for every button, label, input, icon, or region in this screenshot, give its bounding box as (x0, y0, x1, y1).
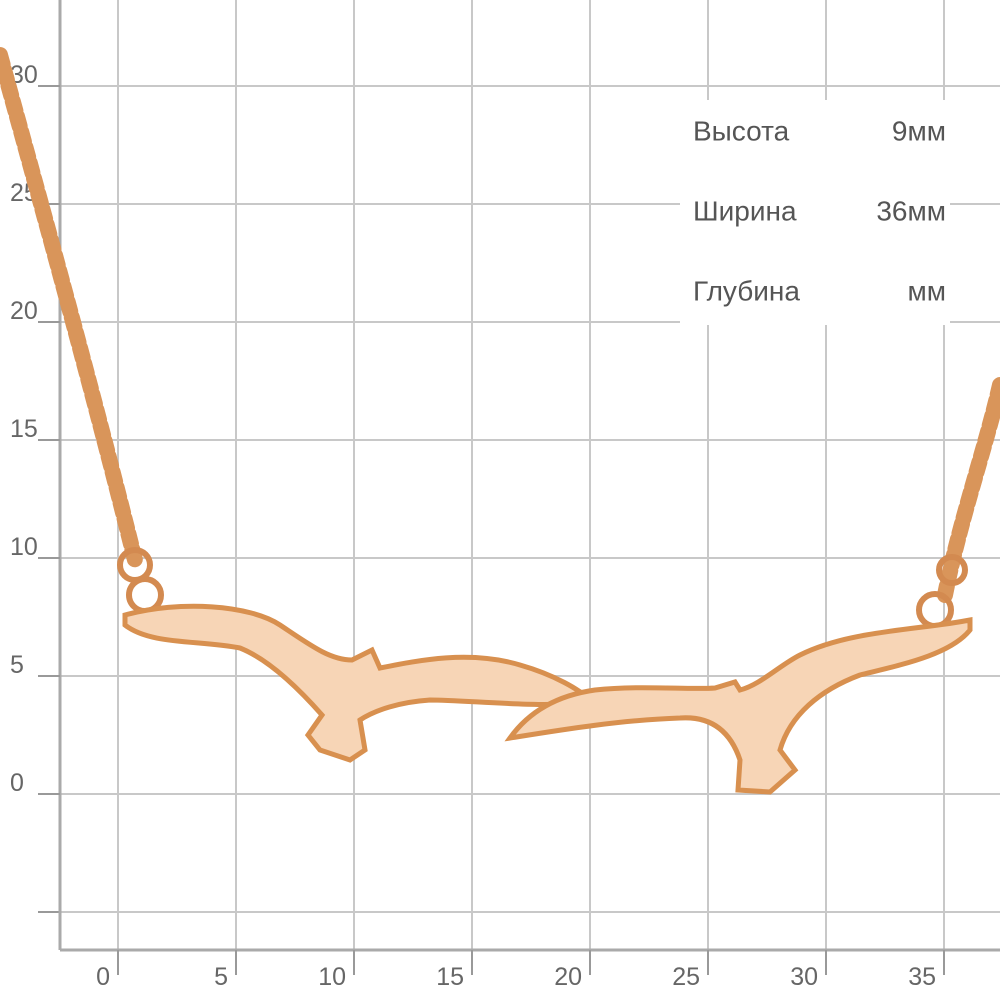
x-tick-label: 10 (318, 963, 346, 991)
spec-value: мм (908, 275, 947, 306)
x-tick-label: 25 (672, 963, 700, 991)
chain (0, 47, 143, 568)
chain (937, 377, 1000, 603)
necklace (0, 47, 1000, 795)
spec-label: Высота (693, 115, 790, 146)
spec-label: Ширина (693, 195, 797, 226)
y-tick-label: 5 (10, 651, 24, 679)
bird (504, 616, 973, 795)
x-tick-label: 5 (214, 963, 228, 991)
ring (936, 554, 968, 586)
x-tick-label: 0 (96, 963, 110, 991)
spec-value: 36мм (876, 195, 946, 226)
y-tick-label: 20 (10, 297, 38, 325)
x-tick-label: 30 (790, 963, 818, 991)
y-tick-label: 10 (10, 533, 38, 561)
y-tick-label: 15 (10, 415, 38, 443)
spec-panel (680, 100, 950, 325)
x-tick-label: 20 (554, 963, 582, 991)
spec-value: 9мм (892, 115, 946, 146)
y-tick-label: 0 (10, 769, 24, 797)
spec-label: Глубина (693, 275, 800, 306)
x-tick-label: 15 (436, 963, 464, 991)
x-tick-label: 35 (908, 963, 936, 991)
